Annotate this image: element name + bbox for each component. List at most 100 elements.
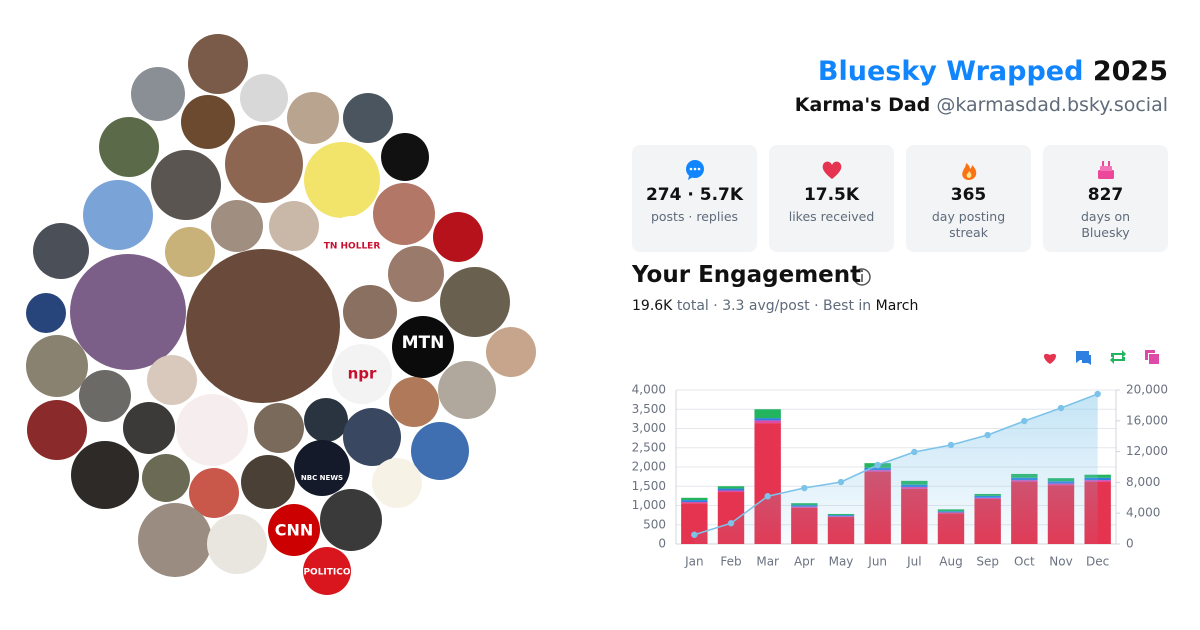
avatar[interactable] xyxy=(433,212,483,262)
bar-segment xyxy=(754,420,781,424)
avatar[interactable] xyxy=(26,335,88,397)
section-title: Your Engagement xyxy=(632,262,862,288)
avatar[interactable] xyxy=(381,133,429,181)
avatar[interactable] xyxy=(440,267,510,337)
legend-icon[interactable] xyxy=(1145,350,1159,364)
line-point xyxy=(764,493,771,500)
avatar[interactable] xyxy=(241,455,295,509)
avatar[interactable] xyxy=(392,316,454,378)
bar-segment xyxy=(1084,480,1111,483)
avatar[interactable] xyxy=(304,398,348,442)
avatar[interactable] xyxy=(151,150,221,220)
avatar[interactable] xyxy=(303,547,351,595)
line-point xyxy=(1057,404,1065,412)
avatar[interactable] xyxy=(176,394,248,466)
avatar[interactable] xyxy=(372,458,422,508)
avatar[interactable] xyxy=(70,254,186,370)
avatar[interactable] xyxy=(486,327,536,377)
avatar[interactable] xyxy=(411,422,469,480)
avatar[interactable] xyxy=(83,180,153,250)
avatar[interactable] xyxy=(138,503,212,577)
avatar[interactable] xyxy=(304,142,380,218)
avatar[interactable] xyxy=(268,504,320,556)
avatar[interactable] xyxy=(225,125,303,203)
x-tick-label: Nov xyxy=(1049,555,1072,569)
stat-label: likes received xyxy=(788,209,875,224)
y2-tick-label: 20,000 xyxy=(1126,383,1168,397)
y2-tick-label: 0 xyxy=(1126,537,1134,551)
stat-value: 17.5K xyxy=(803,185,860,205)
info-icon[interactable] xyxy=(853,268,871,286)
avatar[interactable] xyxy=(99,117,159,177)
avatar[interactable] xyxy=(322,216,382,276)
stat-label: days on Bluesky xyxy=(1080,209,1131,240)
legend-icon[interactable] xyxy=(1043,353,1057,364)
avatar[interactable] xyxy=(27,400,87,460)
x-tick-label: Mar xyxy=(756,555,779,569)
avatar[interactable] xyxy=(142,454,190,502)
avatar[interactable] xyxy=(186,249,340,403)
avatar[interactable] xyxy=(287,92,339,144)
bar-segment xyxy=(717,488,745,491)
stat-value: 274 · 5.7K xyxy=(645,185,744,205)
legend-icon[interactable] xyxy=(1076,351,1091,365)
stat-card: 274 · 5.7K posts · replies xyxy=(632,145,757,252)
avatar[interactable] xyxy=(207,514,267,574)
avatar[interactable] xyxy=(131,67,185,121)
avatar[interactable] xyxy=(189,468,239,518)
line-point xyxy=(984,431,991,439)
y2-tick-label: 4,000 xyxy=(1126,506,1160,520)
logo-text: npr xyxy=(348,365,377,383)
avatar[interactable] xyxy=(389,377,439,427)
y-tick-label: 1,500 xyxy=(632,479,666,493)
line-point xyxy=(911,448,918,456)
avatar[interactable] xyxy=(211,200,263,252)
avatar[interactable] xyxy=(79,370,131,422)
avatar[interactable] xyxy=(269,201,319,251)
avatar[interactable] xyxy=(181,95,235,149)
avatar[interactable] xyxy=(343,93,393,143)
title-year: 2025 xyxy=(1092,56,1168,87)
logo-text: POLITICO xyxy=(303,568,350,578)
line-area xyxy=(694,394,1098,544)
x-tick-label: Aug xyxy=(939,555,962,569)
avatar[interactable] xyxy=(343,408,401,466)
avatar[interactable] xyxy=(388,246,444,302)
avatar[interactable] xyxy=(147,355,197,405)
avatar[interactable] xyxy=(188,34,248,94)
avatar[interactable] xyxy=(373,183,435,245)
avatar[interactable] xyxy=(240,74,288,122)
avatar[interactable] xyxy=(332,344,392,404)
x-tick-label: Apr xyxy=(794,555,815,569)
stat-label: posts · replies xyxy=(650,209,739,224)
y-tick-label: 2,500 xyxy=(632,440,666,454)
avatar[interactable] xyxy=(26,293,66,333)
line-point xyxy=(801,484,808,492)
bar-segment xyxy=(754,418,781,421)
avatar[interactable] xyxy=(294,440,350,496)
avatar[interactable] xyxy=(165,227,215,277)
avatar[interactable] xyxy=(343,285,397,339)
avatar[interactable] xyxy=(438,361,496,419)
display-name: Karma's Dad xyxy=(794,94,931,116)
stat-label: day posting streak xyxy=(931,209,1006,240)
avatar[interactable] xyxy=(254,403,304,453)
avg: 3.3 xyxy=(722,298,745,314)
y-tick-label: 2,000 xyxy=(632,460,666,474)
avatar[interactable] xyxy=(320,489,382,551)
stat-card: 17.5K likes received xyxy=(769,145,894,252)
legend-icon[interactable] xyxy=(1110,350,1126,364)
user-line: Karma's Dad @karmasdad.bsky.social xyxy=(795,94,1168,116)
avatar[interactable] xyxy=(33,223,89,279)
x-tick-label: Jul xyxy=(906,555,921,569)
line-point xyxy=(947,441,955,449)
line-point xyxy=(727,520,735,527)
avatar[interactable] xyxy=(71,441,139,509)
best-month: March xyxy=(875,298,919,314)
best-label: Best in xyxy=(822,298,872,314)
y2-tick-label: 8,000 xyxy=(1126,475,1160,489)
line-point xyxy=(837,478,845,486)
handle: @karmasdad.bsky.social xyxy=(936,94,1168,116)
avatar[interactable] xyxy=(123,402,175,454)
